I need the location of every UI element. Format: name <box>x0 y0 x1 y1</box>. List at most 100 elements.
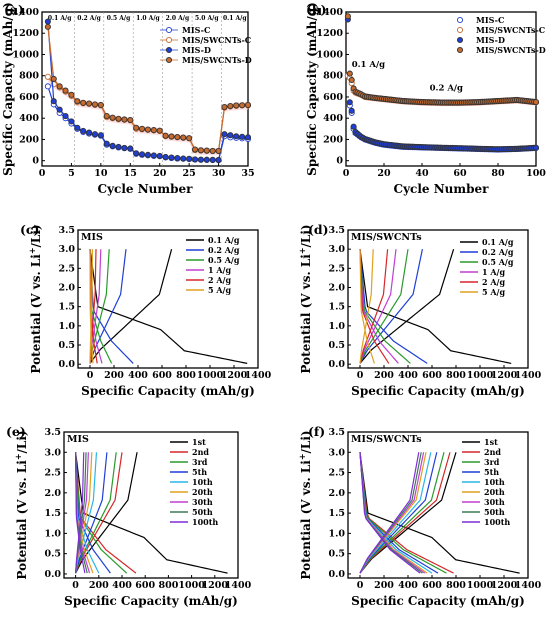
x-tick-label: 0 <box>72 580 79 591</box>
legend-label: 2 A/g <box>208 275 231 285</box>
series-line <box>89 249 127 364</box>
x-tick-label: 800 <box>176 370 196 381</box>
legend-label: 20th <box>484 487 505 497</box>
series-line <box>359 452 520 574</box>
x-tick-label: 60 <box>453 168 467 179</box>
x-tick-label: 15 <box>124 168 137 179</box>
data-point <box>165 46 173 54</box>
x-tick-label: 200 <box>89 580 109 591</box>
data-point <box>227 132 234 139</box>
plot-frame <box>41 11 249 167</box>
data-point <box>221 104 228 111</box>
x-tick-label: 800 <box>446 580 466 591</box>
panel-label: (b) <box>306 2 327 17</box>
y-axis-label: Potential (V vs. Li+/Li) <box>13 430 29 579</box>
y-tick-label: 400 <box>19 113 39 124</box>
panel-inner-label: MIS/SWCNTs <box>351 232 422 243</box>
y-tick-label: 1.0 <box>44 528 61 539</box>
x-tick-label: 800 <box>446 370 466 381</box>
data-point <box>127 145 134 152</box>
x-tick-label: 200 <box>104 370 124 381</box>
rate-note: 0.1 A/g <box>223 15 247 22</box>
data-point <box>103 140 110 147</box>
y-tick-label: 1.0 <box>58 321 75 332</box>
y-tick-label: 0 <box>32 156 39 167</box>
y-axis-label: Potential (V vs. Li+/Li) <box>297 430 313 579</box>
legend-label: 2nd <box>192 447 209 457</box>
series-line <box>359 452 457 574</box>
x-axis-label: Cycle Number <box>98 182 194 196</box>
x-axis-label: Specific Capacity (mAh/g) <box>64 594 238 608</box>
series-line <box>359 249 399 364</box>
data-point <box>56 106 63 113</box>
series-line <box>359 249 390 364</box>
x-tick-label: 800 <box>158 580 178 591</box>
y-tick-label: 0.5 <box>328 340 345 351</box>
series-line <box>89 249 93 364</box>
x-tick-label: 25 <box>183 168 196 179</box>
x-tick-label: 5 <box>68 168 75 179</box>
data-point <box>162 153 169 161</box>
y-tick-label: 2.5 <box>328 468 345 479</box>
data-point <box>62 87 69 94</box>
y-tick-label: 800 <box>323 71 343 82</box>
legend-label: 2nd <box>484 447 501 457</box>
data-point <box>165 56 173 64</box>
series-line <box>47 76 248 152</box>
legend-label: 2 A/g <box>482 277 505 287</box>
legend-label: 0.2 A/g <box>482 247 514 257</box>
rate-note: 1.0 A/g <box>136 15 160 22</box>
rate-note: 5.0 A/g <box>195 15 219 22</box>
data-point <box>180 134 187 141</box>
legend-label: 0.1 A/g <box>482 237 514 247</box>
data-point <box>180 155 187 162</box>
y-tick-label: 400 <box>323 113 343 124</box>
x-tick-label: 1400 <box>515 580 542 591</box>
y-tick-label: 0 <box>336 156 343 167</box>
data-point <box>103 113 110 120</box>
legend-label: 3rd <box>192 457 208 467</box>
series-line <box>359 452 433 574</box>
legend-label: 5th <box>484 467 499 477</box>
rate-note: 0.1 A/g <box>48 15 72 22</box>
series-line <box>359 249 428 364</box>
data-point <box>150 152 157 159</box>
x-tick-label: 1200 <box>491 580 518 591</box>
data-point <box>239 102 246 109</box>
data-point <box>456 16 464 24</box>
data-point <box>44 73 51 80</box>
y-tick-label: 0.0 <box>58 359 75 370</box>
data-point <box>227 102 234 110</box>
series-line <box>359 249 397 364</box>
series-line <box>359 452 438 574</box>
y-tick-label: 3.5 <box>328 225 345 236</box>
x-tick-label: 20 <box>153 168 167 179</box>
series-line <box>89 249 110 364</box>
y-axis-label: Potential (V vs. Li+/Li) <box>27 224 43 373</box>
data-point <box>203 147 210 154</box>
data-point <box>209 156 216 163</box>
x-tick-label: 0 <box>87 370 94 381</box>
legend-label: 0.5 A/g <box>482 257 514 267</box>
series-line <box>75 452 98 574</box>
y-tick-label: 200 <box>323 134 343 145</box>
series-line <box>359 452 432 574</box>
series-line <box>359 452 420 574</box>
data-point <box>233 102 240 109</box>
y-tick-label: 2.5 <box>328 263 345 274</box>
data-point <box>74 98 81 105</box>
legend-label: 10th <box>192 477 213 487</box>
legend-label: 30th <box>192 497 213 507</box>
data-point <box>80 127 87 135</box>
y-tick-label: 0.0 <box>328 569 345 580</box>
x-tick-label: 600 <box>152 370 172 381</box>
data-point <box>191 156 199 163</box>
legend-label: 5 A/g <box>482 287 505 297</box>
y-tick-label: 1200 <box>317 28 344 39</box>
y-tick-label: 2.5 <box>44 468 61 479</box>
y-tick-label: 2.0 <box>44 488 61 499</box>
data-point <box>197 156 204 163</box>
